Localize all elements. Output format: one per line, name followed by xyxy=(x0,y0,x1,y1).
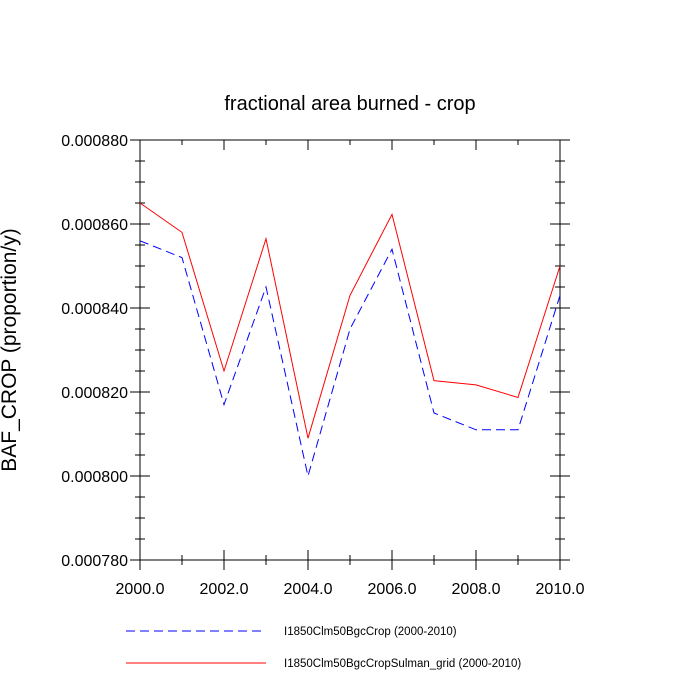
x-tick-label: 2000.0 xyxy=(116,581,165,598)
x-tick-label: 2010.0 xyxy=(536,581,585,598)
legend: I1850Clm50BgcCrop (2000-2010) I1850Clm50B… xyxy=(126,626,521,670)
y-tick-label: 0.000860 xyxy=(61,217,128,234)
x-tick-label: 2004.0 xyxy=(284,581,333,598)
plot-frame xyxy=(139,139,561,561)
y-tick-label: 0.000840 xyxy=(61,301,128,318)
series-layer xyxy=(139,202,561,477)
y-tick-label: 0.000820 xyxy=(61,385,128,402)
y-tick-label: 0.000880 xyxy=(61,133,128,150)
x-tick-label: 2002.0 xyxy=(200,581,249,598)
series-line-2 xyxy=(139,202,561,439)
legend-label: I1850Clm50BgcCrop (2000-2010) xyxy=(284,626,457,638)
series-line-1 xyxy=(139,240,561,477)
x-tick-label: 2006.0 xyxy=(368,581,417,598)
axis-tick-labels: 2000.0 2002.0 2004.0 2006.0 2008.0 2010.0 0.00… xyxy=(61,133,584,598)
x-tick-label: 2008.0 xyxy=(452,581,501,598)
y-axis-label: BAF_CROP (proportion/y) xyxy=(0,228,21,472)
legend-label: I1850Clm50BgcCropSulman_grid (2000-2010) xyxy=(284,658,521,670)
axis-ticks xyxy=(130,139,570,570)
y-tick-label: 0.000800 xyxy=(61,469,128,486)
y-tick-label: 0.000780 xyxy=(61,553,128,570)
chart-title: fractional area burned - crop xyxy=(224,93,475,115)
